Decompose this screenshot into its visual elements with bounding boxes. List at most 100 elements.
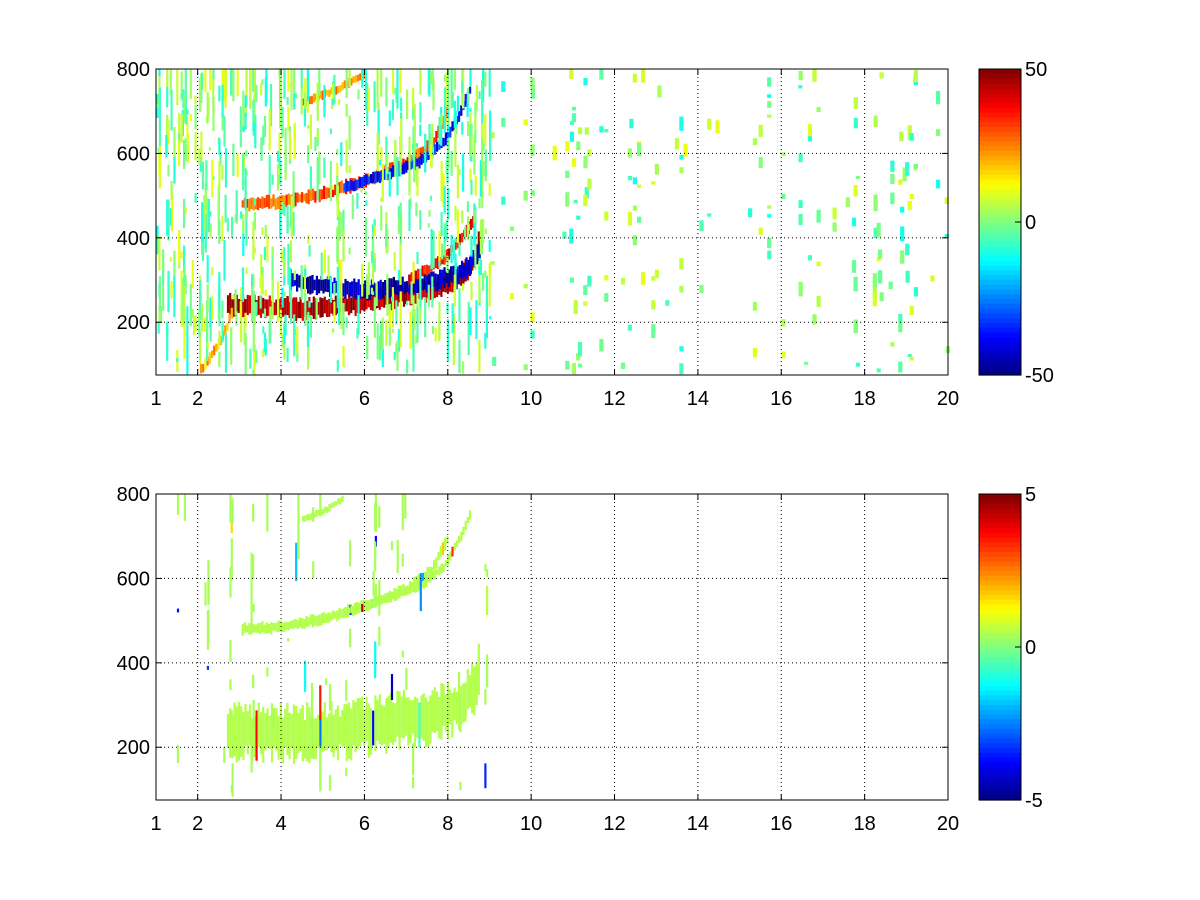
colorbar-step — [979, 121, 1021, 127]
colorbar-step — [979, 174, 1021, 180]
noise-cell — [482, 219, 485, 245]
heatmap-cell — [395, 280, 398, 295]
x-tick-label: 1 — [150, 813, 161, 835]
noise-cell — [878, 270, 883, 284]
colorbar-step — [979, 761, 1021, 768]
noise-cell — [399, 291, 402, 316]
heatmap-cell — [394, 703, 397, 743]
noise-cell — [329, 276, 332, 303]
heatmap-cell — [294, 618, 297, 628]
colorbar-step — [979, 575, 1021, 581]
noise-cell — [283, 69, 286, 99]
noise-cell — [767, 250, 772, 260]
heatmap-cell — [242, 712, 245, 760]
noise-cell — [413, 114, 416, 151]
noise-cell — [208, 147, 211, 151]
colorbar-step — [979, 565, 1021, 572]
noise-cell — [900, 226, 905, 242]
noise-cell — [266, 234, 269, 263]
noise-cell — [576, 215, 581, 220]
heatmap-cell — [390, 278, 393, 297]
heatmap-cell — [306, 300, 309, 320]
noise-cell — [855, 175, 861, 179]
heatmap-cell — [418, 702, 421, 748]
noise-cell — [474, 176, 477, 196]
noise-cell — [412, 97, 415, 120]
colorbar-step — [979, 737, 1021, 744]
heatmap-cell — [365, 174, 368, 185]
noise-cell — [284, 127, 287, 170]
noise-cell — [798, 153, 803, 163]
noise-cell — [455, 110, 458, 134]
heatmap-cell — [433, 144, 436, 155]
noise-cell — [271, 246, 274, 289]
heatmap-cell — [438, 696, 441, 739]
noise-cell — [936, 179, 941, 189]
noise-cell — [654, 163, 659, 175]
noise-cell — [651, 181, 656, 185]
noise-cell — [396, 69, 399, 109]
heatmap-cell — [348, 282, 351, 297]
colorbar-step — [979, 637, 1021, 643]
noise-cell — [307, 346, 310, 370]
noise-cell — [300, 87, 303, 115]
noise-cell — [879, 72, 884, 79]
heatmap-cell — [240, 706, 243, 757]
noise-cell — [316, 129, 319, 139]
heatmap-cell — [263, 197, 266, 208]
noise-cell — [371, 231, 375, 266]
noise-cell — [171, 192, 174, 232]
noise-cell — [315, 92, 318, 103]
heatmap-cell — [421, 265, 424, 277]
heatmap-cell — [389, 593, 392, 602]
heatmap-cell — [213, 345, 216, 356]
heatmap-cell — [241, 624, 244, 636]
heatmap-cell — [248, 704, 252, 746]
noise-cell — [767, 77, 772, 87]
noise-cell — [584, 187, 589, 199]
heatmap-cell — [318, 189, 321, 203]
noise-cell — [199, 157, 202, 172]
noise-cell — [752, 138, 757, 145]
heatmap-cell — [273, 302, 276, 316]
heatmap-cell — [288, 712, 291, 760]
noise-cell — [194, 95, 197, 104]
noise-cell — [373, 81, 376, 113]
colorbar-tick-label: 0 — [1025, 637, 1036, 659]
heatmap-cell — [356, 698, 359, 749]
noise-cell — [167, 270, 170, 313]
noise-cell — [509, 293, 515, 300]
noise-cell — [207, 199, 210, 232]
noise-cell — [944, 197, 949, 204]
x-tick-label: 6 — [359, 388, 370, 410]
heatmap-cell — [287, 621, 290, 631]
noise-cell — [478, 91, 481, 99]
heatmap-cell — [330, 87, 333, 95]
heatmap-cell — [406, 281, 409, 292]
noise-cell — [665, 300, 670, 306]
noise-cell — [293, 270, 296, 281]
noise-cell — [268, 155, 271, 194]
noise-cell — [176, 358, 179, 363]
noise-cell — [845, 197, 850, 208]
noise-cell — [632, 73, 637, 83]
colorbar-step — [979, 288, 1021, 295]
heatmap-cell — [460, 531, 463, 542]
noise-cell — [255, 301, 258, 316]
noise-cell — [183, 140, 186, 169]
noise-cell — [637, 216, 642, 223]
noise-cell — [278, 132, 281, 158]
colorbar-step — [979, 733, 1021, 739]
heatmap-cell — [317, 302, 320, 315]
heatmap-cell — [272, 194, 275, 207]
heatmap-cell — [202, 363, 205, 373]
noise-cell — [264, 289, 267, 297]
noise-cell — [290, 195, 293, 238]
noise-cell — [767, 205, 772, 209]
heatmap-cell — [405, 282, 408, 305]
heatmap-cell — [310, 512, 313, 520]
noise-cell — [416, 166, 419, 197]
noise-cell — [583, 155, 588, 169]
noise-cell — [206, 323, 209, 362]
noise-cell — [459, 781, 462, 791]
